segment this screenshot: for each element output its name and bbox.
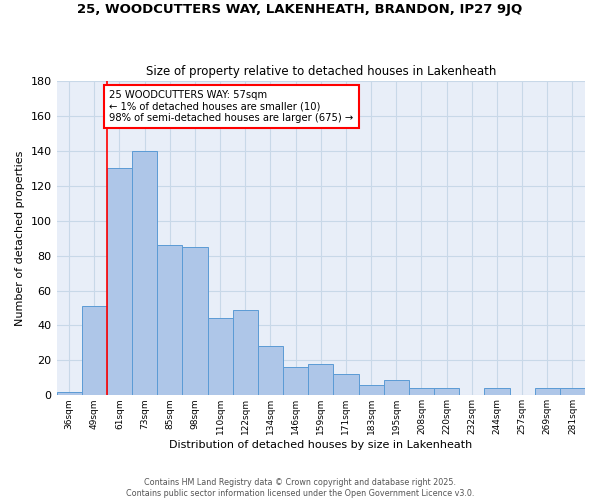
X-axis label: Distribution of detached houses by size in Lakenheath: Distribution of detached houses by size …: [169, 440, 472, 450]
Text: 25, WOODCUTTERS WAY, LAKENHEATH, BRANDON, IP27 9JQ: 25, WOODCUTTERS WAY, LAKENHEATH, BRANDON…: [77, 2, 523, 16]
Bar: [82, 306, 107, 396]
Bar: [560, 388, 585, 396]
Bar: [409, 388, 434, 396]
Bar: [233, 310, 258, 396]
Bar: [484, 388, 509, 396]
Bar: [334, 374, 359, 396]
Bar: [107, 168, 132, 396]
Bar: [132, 151, 157, 396]
Text: 25 WOODCUTTERS WAY: 57sqm
← 1% of detached houses are smaller (10)
98% of semi-d: 25 WOODCUTTERS WAY: 57sqm ← 1% of detach…: [109, 90, 353, 123]
Bar: [308, 364, 334, 396]
Bar: [359, 385, 383, 396]
Bar: [383, 380, 409, 396]
Bar: [283, 368, 308, 396]
Bar: [182, 247, 208, 396]
Bar: [434, 388, 459, 396]
Title: Size of property relative to detached houses in Lakenheath: Size of property relative to detached ho…: [146, 66, 496, 78]
Y-axis label: Number of detached properties: Number of detached properties: [15, 150, 25, 326]
Bar: [208, 318, 233, 396]
Bar: [258, 346, 283, 396]
Bar: [535, 388, 560, 396]
Text: Contains HM Land Registry data © Crown copyright and database right 2025.
Contai: Contains HM Land Registry data © Crown c…: [126, 478, 474, 498]
Bar: [56, 392, 82, 396]
Bar: [157, 245, 182, 396]
